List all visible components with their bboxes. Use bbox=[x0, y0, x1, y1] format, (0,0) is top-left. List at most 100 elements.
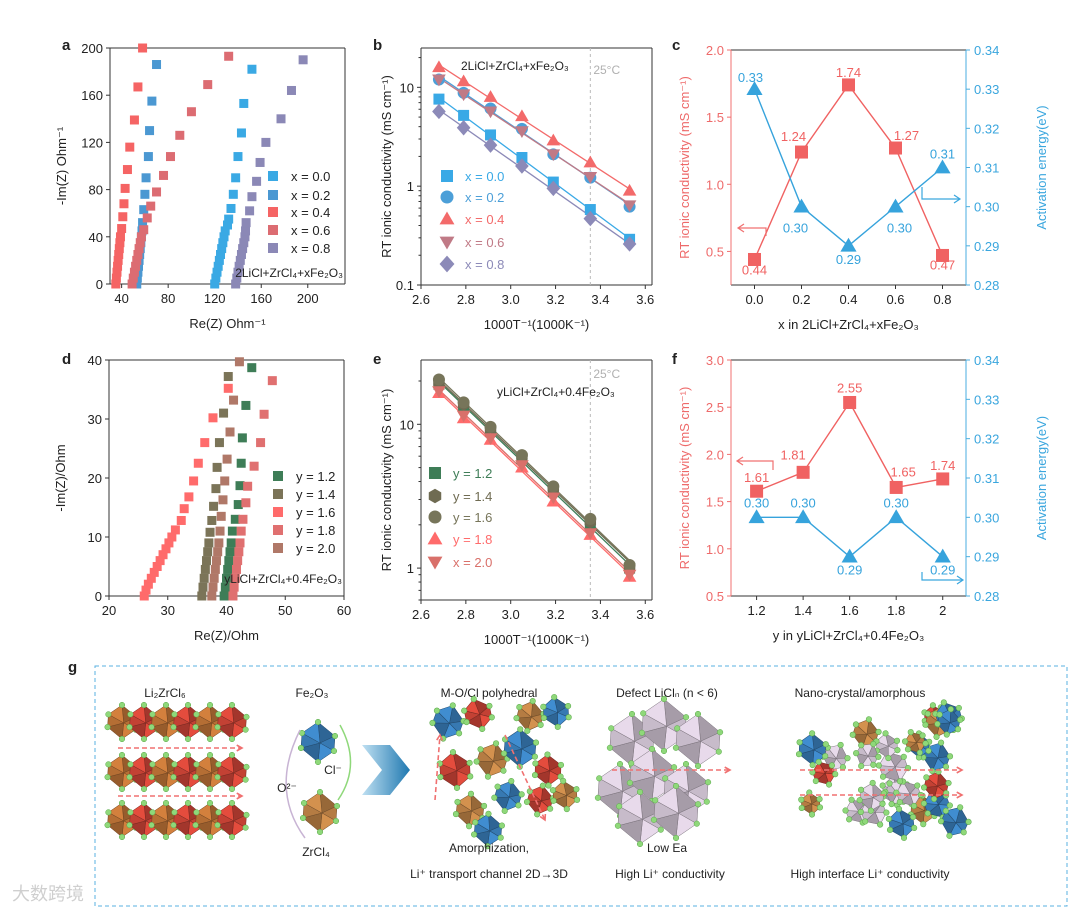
y-axis-label: RT ionic conductivity (mS cm⁻¹) bbox=[677, 76, 692, 259]
data-point bbox=[136, 232, 146, 242]
halide-atom bbox=[332, 817, 340, 825]
data-point bbox=[199, 573, 209, 583]
halide-atom bbox=[695, 801, 702, 808]
data-point bbox=[233, 152, 243, 162]
halide-atom bbox=[660, 695, 668, 703]
halide-atom bbox=[162, 751, 170, 759]
fe2o3-octahedron bbox=[297, 718, 339, 766]
series-y-1-6 bbox=[432, 373, 636, 572]
legend-marker bbox=[273, 471, 283, 481]
data-point bbox=[546, 492, 561, 505]
y-tick-label: 2.0 bbox=[706, 43, 724, 58]
data-label: 0.30 bbox=[783, 221, 808, 236]
halide-atom bbox=[694, 710, 702, 718]
halide-atom bbox=[705, 779, 712, 786]
data-point bbox=[211, 273, 221, 283]
caption: Low Ea bbox=[647, 841, 687, 855]
series-x-0-6 bbox=[127, 51, 234, 289]
x-tick-label: 0.4 bbox=[839, 292, 857, 307]
composition-annotation: yLiCl+ZrCl₄+0.4Fe₂O₃ bbox=[497, 385, 615, 399]
legend-label: x = 0.0 bbox=[465, 169, 504, 184]
structure-label: Fe₂O₃ bbox=[296, 686, 329, 700]
halide-atom bbox=[563, 806, 570, 813]
halide-atom bbox=[857, 808, 864, 815]
halide-atom bbox=[940, 699, 947, 706]
halide-atom bbox=[433, 707, 440, 714]
halide-atom bbox=[934, 720, 941, 728]
data-point bbox=[176, 515, 186, 525]
halide-atom bbox=[299, 814, 307, 822]
data-point bbox=[456, 89, 471, 102]
data-point bbox=[515, 460, 529, 472]
halide-atom bbox=[149, 761, 156, 768]
legend-label: x = 0.6 bbox=[465, 235, 504, 250]
data-point bbox=[256, 438, 266, 448]
halide-atom bbox=[206, 785, 214, 793]
series-x-0-8 bbox=[432, 103, 637, 252]
data-point bbox=[114, 250, 124, 259]
series-x-0-0 bbox=[433, 93, 636, 245]
halide-atom bbox=[467, 790, 474, 797]
halide-atom bbox=[822, 753, 829, 760]
halide-atom bbox=[816, 796, 823, 803]
panel-label: g bbox=[68, 659, 77, 676]
halide-atom bbox=[674, 725, 681, 732]
y-right-tick-label: 0.33 bbox=[974, 392, 999, 407]
data-point bbox=[197, 591, 207, 601]
data-label: 0.30 bbox=[790, 495, 815, 510]
series-y-1-6 bbox=[139, 383, 233, 601]
halide-atom bbox=[557, 761, 565, 768]
legend-marker bbox=[427, 531, 443, 545]
polyhedron bbox=[471, 810, 505, 850]
halide-atom bbox=[606, 744, 613, 751]
data-point bbox=[200, 564, 210, 574]
halide-atom bbox=[126, 822, 133, 829]
data-point bbox=[840, 237, 857, 252]
data-point bbox=[219, 591, 229, 601]
data-point bbox=[203, 80, 213, 90]
data-point bbox=[239, 238, 249, 248]
halide-atom bbox=[809, 730, 816, 737]
halide-atom bbox=[815, 758, 822, 765]
legend-label: y = 1.2 bbox=[453, 466, 492, 481]
legend-marker bbox=[273, 507, 283, 517]
halide-atom bbox=[683, 714, 690, 721]
halide-atom bbox=[479, 725, 486, 732]
licl-octahedron bbox=[672, 710, 724, 770]
halide-atom bbox=[862, 818, 869, 825]
data-point bbox=[112, 267, 122, 277]
data-point bbox=[133, 250, 143, 259]
data-point bbox=[241, 498, 251, 508]
data-point bbox=[230, 573, 240, 583]
halide-atom bbox=[933, 733, 940, 740]
x-axis-label: x in 2LiCl+ZrCl₄+xFe₂O₃ bbox=[778, 317, 919, 332]
halide-atom bbox=[127, 809, 134, 816]
data-label: 1.65 bbox=[891, 464, 916, 479]
halide-atom bbox=[494, 783, 501, 790]
halide-atom bbox=[942, 807, 949, 814]
data-point bbox=[432, 103, 446, 120]
data-point bbox=[218, 238, 228, 248]
data-point bbox=[547, 480, 560, 493]
data-point bbox=[212, 267, 222, 277]
halide-atom bbox=[574, 796, 581, 803]
structure-label: Nano-crystal/amorphous bbox=[795, 686, 926, 700]
legend-marker bbox=[427, 556, 443, 570]
halide-atom bbox=[842, 807, 849, 814]
halide-atom bbox=[858, 762, 865, 770]
halide-atom bbox=[171, 761, 178, 768]
halide-atom bbox=[682, 760, 690, 768]
data-point bbox=[155, 556, 165, 566]
data-label: 0.33 bbox=[738, 70, 763, 85]
halide-atom bbox=[931, 795, 938, 802]
data-point bbox=[138, 218, 148, 228]
halide-atom bbox=[916, 749, 923, 756]
halide-atom bbox=[929, 702, 936, 709]
halide-atom bbox=[946, 802, 953, 809]
panel-d: 20 30 40 50 60 0 10 20 30 40 -Im(Z)/Ohm Re(Z)/Ohm d y… bbox=[53, 351, 351, 643]
halide-atom bbox=[105, 761, 112, 768]
data-point bbox=[120, 183, 130, 193]
schematic-frame bbox=[94, 665, 1068, 907]
halide-atom bbox=[694, 762, 702, 770]
legend-label: y = 1.2 bbox=[296, 469, 335, 484]
